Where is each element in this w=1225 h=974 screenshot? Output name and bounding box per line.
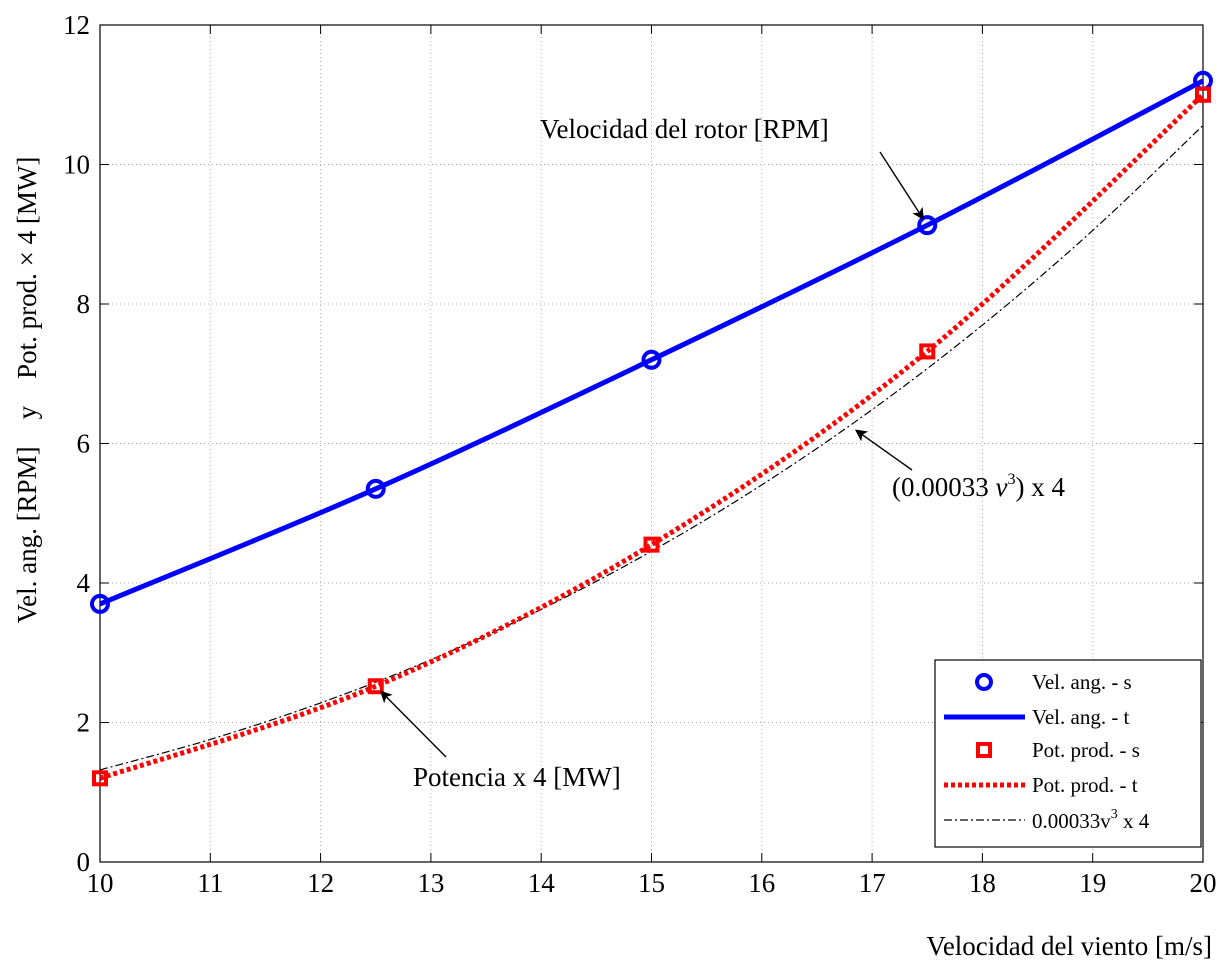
y-axis-title: Vel. ang. [RPM] y Pot. prod. × 4 [MW] [12, 157, 42, 624]
legend-label-vel-ang-s: Vel. ang. - s [1032, 670, 1132, 694]
x-tick-label: 18 [969, 868, 996, 898]
annotation-cubic-formula-arrow [854, 429, 913, 471]
annotation-rotor-speed-arrow [879, 151, 924, 221]
series-point-vel-ang-s [917, 215, 938, 236]
annotation-cubic-formula: (0.00033 v3) x 4 [892, 471, 1065, 502]
y-tick-label: 4 [77, 568, 91, 598]
series-point-pot-prod-s [1195, 86, 1211, 103]
x-tick-label: 13 [417, 868, 444, 898]
series-point-pot-prod-s [92, 770, 108, 787]
x-tick-label: 20 [1190, 868, 1217, 898]
x-axis-title: Velocidad del viento [m/s] [926, 931, 1212, 961]
legend: Vel. ang. - s Vel. ang. - t Pot. prod. -… [934, 659, 1202, 848]
annotation-power: Potencia x 4 [MW] [413, 762, 621, 792]
annotations: Velocidad del rotor [RPM] (0.00033 v3) x… [379, 114, 1065, 792]
series-line-cubic-formula [99, 125, 1204, 771]
x-tick-label: 15 [638, 868, 665, 898]
series-point-vel-ang-s [365, 478, 386, 499]
series-point-pot-prod-s [643, 536, 660, 553]
x-tick-label: 14 [528, 868, 556, 898]
y-tick-label: 6 [77, 429, 91, 459]
annotation-rotor-speed: Velocidad del rotor [RPM] [540, 114, 829, 144]
y-tick-label: 12 [63, 10, 90, 40]
legend-marker-vel-ang-s [975, 673, 993, 691]
series-line-vel-ang-t [99, 78, 1205, 607]
annotation-power-arrow [379, 690, 447, 758]
y-tick-label: 2 [77, 708, 91, 738]
x-tick-label: 11 [197, 868, 223, 898]
x-tick-label: 19 [1079, 868, 1106, 898]
y-tick-label: 0 [77, 847, 91, 877]
legend-label-pot-prod-s: Pot. prod. - s [1032, 738, 1140, 762]
x-tick-label: 12 [307, 868, 334, 898]
y-tick-label: 10 [63, 150, 90, 180]
series-point-vel-ang-s [90, 593, 110, 614]
legend-label-vel-ang-t: Vel. ang. - t [1032, 705, 1130, 729]
x-tick-label: 17 [859, 868, 886, 898]
legend-marker-pot-prod-s [976, 742, 992, 758]
x-tick-label: 16 [748, 868, 775, 898]
series-point-pot-prod-s [367, 678, 384, 695]
series-group [90, 70, 1213, 787]
y-tick-label: 8 [77, 289, 91, 319]
series-point-pot-prod-s [919, 343, 936, 360]
axis-ticks: 10 11 12 13 14 15 16 17 18 19 20 0 2 4 6 8 10 12 [63, 10, 1217, 898]
legend-label-cubic-formula: 0.00033v3 x 4 [1032, 807, 1150, 833]
legend-label-pot-prod-t: Pot. prod. - t [1032, 773, 1138, 797]
series-point-vel-ang-s [641, 349, 662, 370]
x-tick-label: 10 [87, 868, 114, 898]
